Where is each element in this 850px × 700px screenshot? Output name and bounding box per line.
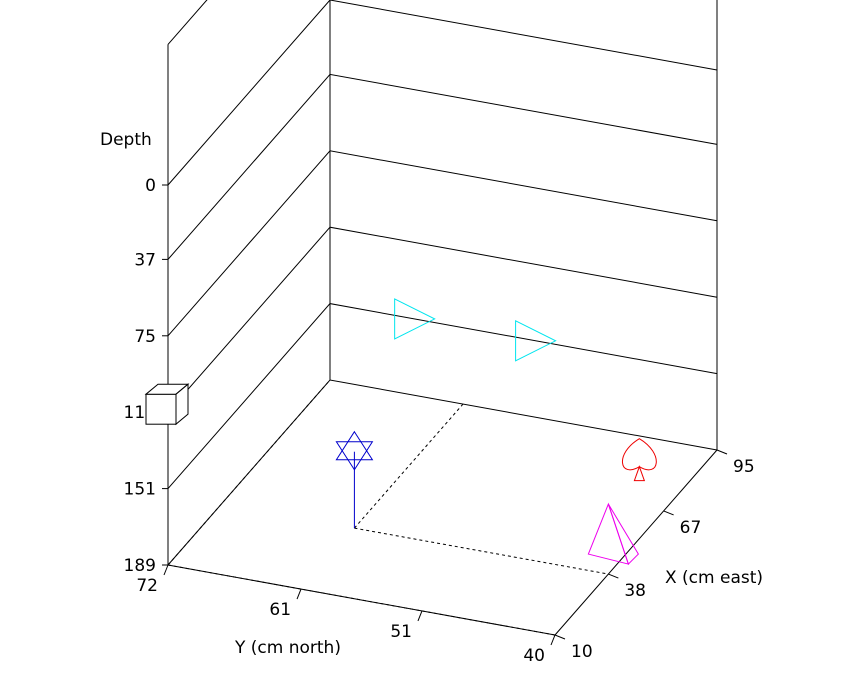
floor-back-edge — [167, 379, 718, 566]
x-axis-label: X (cm east) — [665, 568, 763, 588]
marker-cube — [145, 393, 177, 425]
x-axis-line — [554, 449, 718, 636]
z-axis-label: Depth — [100, 130, 152, 150]
marker-triangle — [515, 319, 557, 362]
z-gridline — [167, 226, 718, 413]
y-tick-label: 51 — [390, 622, 412, 642]
x-tick-mark — [716, 449, 728, 455]
z-tick-label: 37 — [134, 250, 156, 270]
y-tick-mark — [417, 610, 423, 622]
x-tick-label: 38 — [624, 581, 646, 601]
marker-triangle — [394, 298, 436, 340]
guide-line — [167, 379, 331, 566]
marker-spade — [622, 438, 657, 471]
y-tick-mark — [296, 588, 302, 600]
y-axis-label: Y (cm north) — [234, 638, 341, 658]
x-tick-mark — [554, 634, 566, 640]
y-tick-label: 61 — [269, 600, 291, 620]
x-tick-mark — [608, 573, 619, 579]
z-gridline — [167, 303, 718, 489]
y-tick-label: 40 — [523, 646, 545, 666]
grid — [167, 0, 718, 566]
wall-top-edge — [167, 0, 208, 45]
y-tick-label: 72 — [136, 576, 158, 596]
data-markers — [144, 298, 657, 565]
x-tick-mark — [663, 510, 674, 516]
z-gridline — [167, 73, 718, 260]
guide-lines — [167, 379, 609, 636]
marker-pyramid — [587, 502, 630, 565]
marker-star — [335, 441, 374, 471]
x-tick-label: 95 — [733, 457, 755, 477]
z-tick-label: 75 — [134, 327, 156, 347]
axes — [167, 145, 718, 636]
y-tick-mark — [163, 564, 169, 576]
marker-pyramid — [607, 503, 639, 565]
z-tick-label: 151 — [124, 480, 156, 500]
z-tick-label: 189 — [124, 556, 156, 576]
y-axis-line — [167, 564, 556, 636]
x-tick-label: 67 — [680, 518, 702, 538]
x-tick-label: 10 — [571, 642, 593, 662]
guide-line — [354, 527, 609, 575]
y-tick-mark — [550, 634, 556, 646]
guide-line — [354, 403, 464, 529]
z-gridline — [167, 0, 718, 186]
z-gridline — [167, 150, 718, 337]
marker-star — [335, 430, 374, 461]
marker-cube-side — [175, 383, 189, 426]
z-tick-label: 0 — [145, 176, 156, 196]
marker-spade-stem — [633, 465, 646, 482]
